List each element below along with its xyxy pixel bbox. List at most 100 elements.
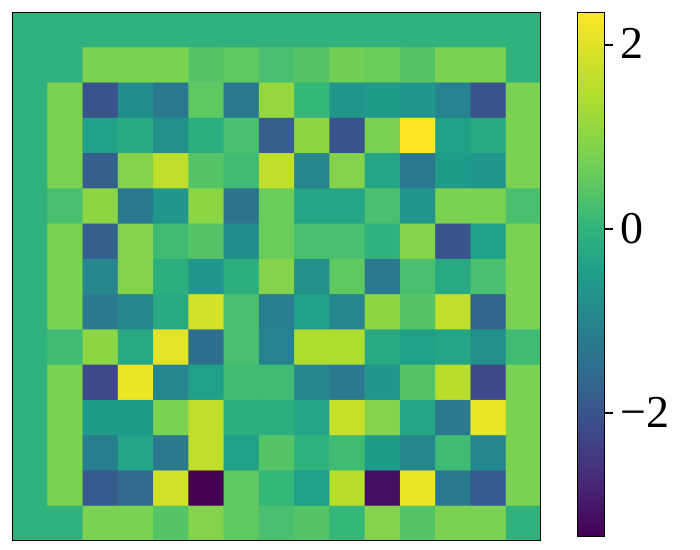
heatmap-cell-r3-c3	[117, 117, 154, 154]
heatmap-cell-r12-c4	[153, 435, 189, 472]
heatmap-cell-r14-c4	[153, 505, 189, 541]
heatmap-cell-r12-c12	[435, 435, 472, 472]
heatmap-cell-r13-c9	[329, 470, 366, 507]
heatmap-cell-r10-c5	[188, 364, 225, 401]
heatmap-cell-r13-c1	[47, 470, 84, 507]
heatmap-cell-r5-c5	[188, 188, 225, 225]
heatmap-cell-r5-c8	[294, 188, 330, 225]
heatmap-cell-r14-c9	[329, 505, 366, 541]
heatmap-cell-r13-c10	[364, 470, 401, 507]
heatmap-cell-r9-c8	[294, 329, 330, 366]
heatmap-cell-r8-c12	[435, 294, 472, 330]
colorbar-tick-label-2: 2	[620, 17, 643, 68]
heatmap-cell-r0-c13	[470, 12, 507, 48]
heatmap-cell-r6-c10	[364, 223, 401, 260]
heatmap-cell-r8-c9	[329, 294, 366, 330]
heatmap-cell-r13-c6	[223, 470, 260, 507]
heatmap-cell-r12-c0	[12, 435, 48, 472]
heatmap-cell-r1-c0	[12, 47, 48, 84]
heatmap-cell-r4-c11	[399, 153, 436, 189]
heatmap-cell-r5-c2	[82, 188, 119, 225]
heatmap-cell-r9-c1	[47, 329, 84, 366]
heatmap-cell-r0-c14	[505, 12, 541, 48]
heatmap-cell-r11-c9	[329, 399, 366, 436]
heatmap-cell-r9-c11	[399, 329, 436, 366]
heatmap-cell-r10-c9	[329, 364, 366, 401]
heatmap-cell-r12-c3	[117, 435, 154, 472]
heatmap-cell-r0-c0	[12, 12, 48, 48]
heatmap-cell-r12-c8	[294, 435, 330, 472]
heatmap-cell-r0-c11	[399, 12, 436, 48]
heatmap-cell-r13-c4	[153, 470, 189, 507]
heatmap-cell-r11-c6	[223, 399, 260, 436]
heatmap-cell-r12-c6	[223, 435, 260, 472]
heatmap-cell-r8-c6	[223, 294, 260, 330]
heatmap-cell-r10-c6	[223, 364, 260, 401]
heatmap-cell-r10-c11	[399, 364, 436, 401]
heatmap-cell-r1-c7	[258, 47, 295, 84]
heatmap-cell-r14-c5	[188, 505, 225, 541]
heatmap-cell-r14-c14	[505, 505, 541, 541]
heatmap-cell-r2-c0	[12, 82, 48, 119]
heatmap-cell-r10-c8	[294, 364, 330, 401]
heatmap-cell-r5-c0	[12, 188, 48, 225]
heatmap-cell-r11-c12	[435, 399, 472, 436]
heatmap-cell-r11-c10	[364, 399, 401, 436]
heatmap-cell-r2-c9	[329, 82, 366, 119]
heatmap-cell-r5-c1	[47, 188, 84, 225]
heatmap-cell-r7-c3	[117, 258, 154, 295]
heatmap-cell-r5-c3	[117, 188, 154, 225]
heatmap-cell-r7-c6	[223, 258, 260, 295]
colorbar	[577, 12, 605, 537]
heatmap-cell-r4-c4	[153, 153, 189, 189]
heatmap-cell-r1-c4	[153, 47, 189, 84]
heatmap-plot	[12, 12, 541, 541]
heatmap-cell-r14-c10	[364, 505, 401, 541]
heatmap-cell-r11-c7	[258, 399, 295, 436]
heatmap-cell-r11-c2	[82, 399, 119, 436]
heatmap-cell-r13-c7	[258, 470, 295, 507]
heatmap-cell-r6-c5	[188, 223, 225, 260]
heatmap-cell-r12-c1	[47, 435, 84, 472]
heatmap-cell-r7-c10	[364, 258, 401, 295]
heatmap-cell-r3-c0	[12, 117, 48, 154]
heatmap-cell-r12-c10	[364, 435, 401, 472]
heatmap-cell-r10-c7	[258, 364, 295, 401]
heatmap-cell-r3-c2	[82, 117, 119, 154]
heatmap-cell-r1-c11	[399, 47, 436, 84]
heatmap-frame	[12, 12, 541, 541]
colorbar-tick-label-0: 0	[620, 202, 643, 253]
heatmap-cell-r10-c2	[82, 364, 119, 401]
heatmap-cell-r8-c11	[399, 294, 436, 330]
heatmap-cell-r6-c13	[470, 223, 507, 260]
heatmap-cell-r13-c3	[117, 470, 154, 507]
heatmap-cell-r14-c12	[435, 505, 472, 541]
heatmap-cell-r12-c11	[399, 435, 436, 472]
heatmap-cell-r11-c8	[294, 399, 330, 436]
heatmap-cell-r6-c3	[117, 223, 154, 260]
heatmap-cell-r2-c12	[435, 82, 472, 119]
heatmap-cell-r13-c12	[435, 470, 472, 507]
heatmap-cell-r7-c1	[47, 258, 84, 295]
heatmap-cell-r13-c0	[12, 470, 48, 507]
heatmap-cell-r8-c2	[82, 294, 119, 330]
heatmap-cell-r0-c3	[117, 12, 154, 48]
heatmap-cell-r6-c0	[12, 223, 48, 260]
heatmap-cell-r2-c6	[223, 82, 260, 119]
heatmap-cell-r4-c3	[117, 153, 154, 189]
heatmap-cell-r3-c11	[399, 117, 436, 154]
heatmap-cell-r6-c9	[329, 223, 366, 260]
heatmap-cell-r1-c8	[294, 47, 330, 84]
heatmap-cell-r5-c4	[153, 188, 189, 225]
heatmap-cell-r10-c4	[153, 364, 189, 401]
heatmap-cell-r3-c13	[470, 117, 507, 154]
heatmap-cell-r8-c13	[470, 294, 507, 330]
heatmap-cell-r5-c14	[505, 188, 541, 225]
heatmap-cell-r13-c5	[188, 470, 225, 507]
heatmap-cell-r3-c12	[435, 117, 472, 154]
heatmap-cell-r14-c7	[258, 505, 295, 541]
heatmap-cell-r5-c13	[470, 188, 507, 225]
heatmap-cell-r1-c13	[470, 47, 507, 84]
heatmap-cell-r2-c7	[258, 82, 295, 119]
heatmap-cell-r2-c5	[188, 82, 225, 119]
